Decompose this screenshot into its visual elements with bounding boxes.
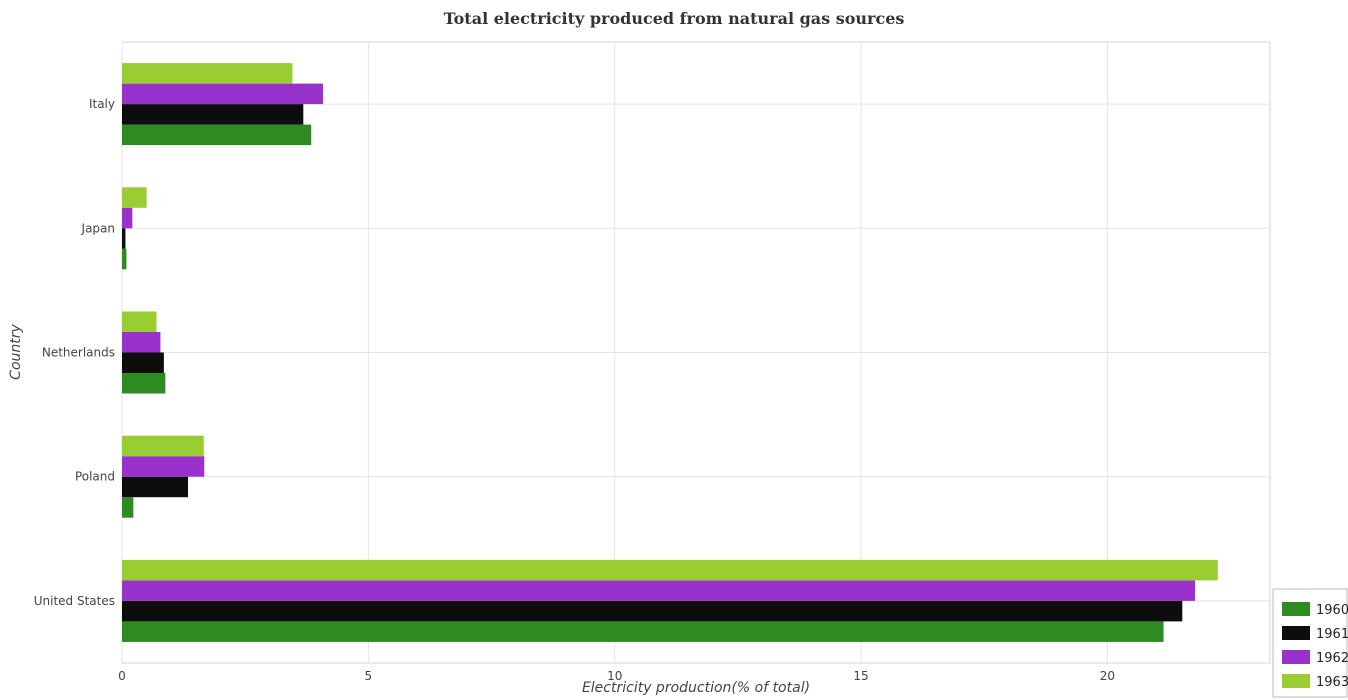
- bar-1962: [122, 456, 205, 477]
- bar-1960: [122, 124, 312, 146]
- y-ticks: Italy Japan Netherlands Poland United States: [34, 97, 115, 608]
- legend: 1960 1961 1962 1963: [1272, 588, 1348, 698]
- x-tick-label: 0: [118, 669, 126, 683]
- legend-swatch: [1282, 674, 1310, 688]
- bar-1960: [122, 373, 166, 394]
- bar-1961: [122, 104, 304, 125]
- chart-title: Total electricity produced from natural …: [444, 9, 905, 28]
- x-tick-label: 10: [607, 669, 622, 683]
- x-tick-label: 20: [1100, 669, 1115, 683]
- bar-1962: [122, 332, 161, 353]
- y-tick-label: Poland: [75, 470, 115, 484]
- legend-label: 1960: [1316, 603, 1348, 618]
- bar-1961: [122, 600, 1183, 622]
- y-tick-label: United States: [34, 594, 115, 608]
- bars: [122, 63, 1218, 642]
- bar-1961: [122, 352, 164, 373]
- plot-area: 0 5 10 15 20 Italy Japan Netherlands Poland Unit…: [34, 41, 1271, 683]
- bar-1963: [122, 311, 157, 332]
- y-tick-label: Japan: [81, 221, 115, 235]
- x-tick-label: 5: [365, 669, 373, 683]
- bar-1962: [122, 580, 1196, 601]
- x-axis-title: Electricity production(% of total): [582, 680, 810, 696]
- legend-swatch: [1282, 650, 1310, 664]
- bar-1963: [122, 559, 1218, 581]
- legend-label: 1963: [1316, 675, 1348, 690]
- bar-1960: [122, 497, 134, 518]
- bar-1963: [122, 435, 204, 457]
- bar-1961: [122, 476, 189, 498]
- bar-1960: [122, 248, 127, 270]
- bar-1963: [122, 63, 293, 84]
- y-tick-label: Italy: [89, 97, 115, 111]
- x-tick-label: 15: [853, 669, 868, 683]
- bar-1961: [122, 228, 126, 249]
- bar-1962: [122, 83, 324, 105]
- bar-1960: [122, 621, 1164, 642]
- y-axis-title: Country: [8, 323, 24, 379]
- bar-1963: [122, 187, 147, 208]
- legend-swatch: [1282, 602, 1310, 616]
- y-tick-label: Netherlands: [42, 346, 115, 360]
- bar-1962: [122, 207, 133, 229]
- legend-label: 1961: [1316, 627, 1348, 642]
- legend-swatch: [1282, 626, 1310, 640]
- legend-label: 1962: [1316, 651, 1348, 666]
- x-ticks: 0 5 10 15 20: [118, 669, 1115, 683]
